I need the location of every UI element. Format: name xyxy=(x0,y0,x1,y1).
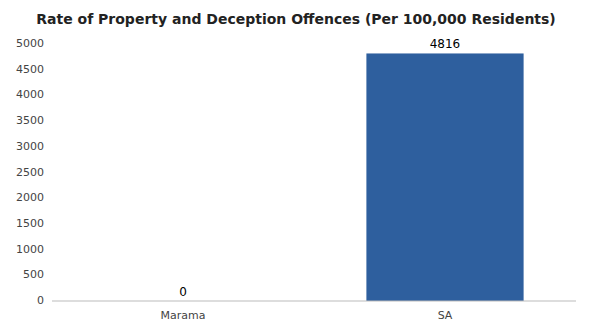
bars xyxy=(366,53,523,301)
y-tick-label: 3500 xyxy=(16,114,44,127)
x-tick-label: SA xyxy=(438,309,453,322)
background xyxy=(0,0,592,333)
y-tick-label: 500 xyxy=(23,268,44,281)
y-axis: 0 500 1000 1500 2000 2500 3000 3500 4000 4500 5000 xyxy=(16,37,44,307)
y-tick-label: 0 xyxy=(37,294,44,307)
y-tick-label: 2000 xyxy=(16,191,44,204)
y-tick-label: 5000 xyxy=(16,37,44,50)
y-tick-label: 2500 xyxy=(16,166,44,179)
data-label: 0 xyxy=(179,285,187,299)
y-tick-label: 1000 xyxy=(16,243,44,256)
x-axis: Marama SA xyxy=(52,301,576,322)
bar xyxy=(366,53,523,301)
data-labels: 0 4816 xyxy=(179,37,460,299)
y-tick-label: 4000 xyxy=(16,88,44,101)
y-tick-label: 4500 xyxy=(16,63,44,76)
x-tick-label: Marama xyxy=(161,309,206,322)
title: Rate of Property and Deception Offences … xyxy=(36,11,556,27)
x-axis-line xyxy=(52,301,576,302)
chart-svg: Rate of Property and Deception Offences … xyxy=(0,0,592,333)
y-tick-label: 1500 xyxy=(16,217,44,230)
data-label: 4816 xyxy=(430,37,461,51)
chart-container: Rate of Property and Deception Offences … xyxy=(0,0,592,333)
y-tick-label: 3000 xyxy=(16,140,44,153)
